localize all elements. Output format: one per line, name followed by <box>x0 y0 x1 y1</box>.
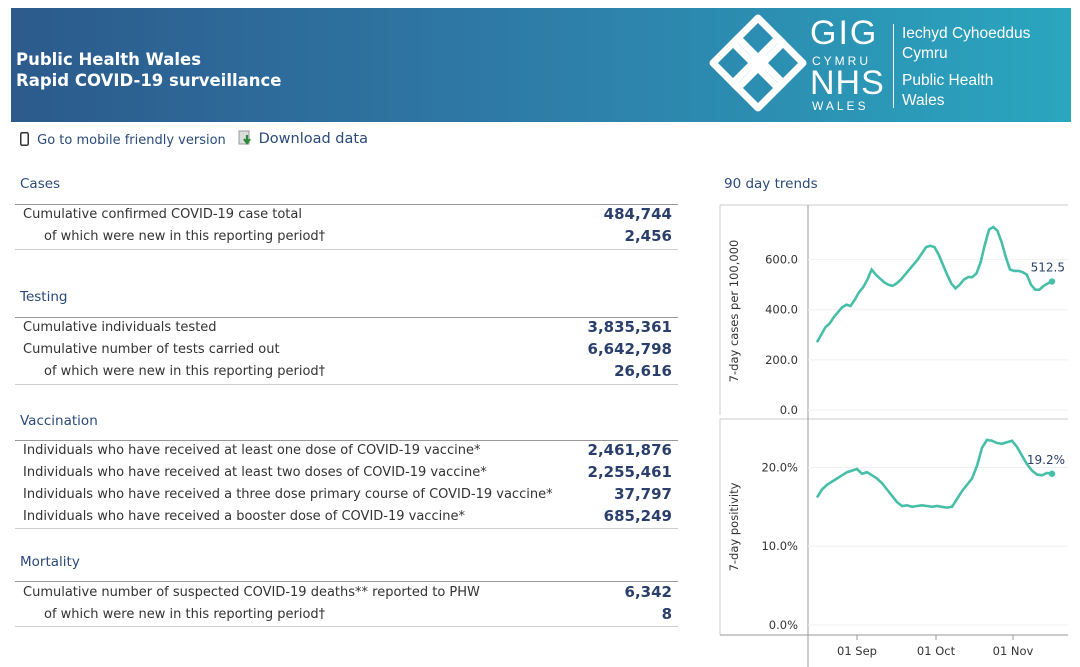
y-tick-label: 600.0 <box>765 253 798 267</box>
cases-rate-series-line <box>815 225 1053 343</box>
testing-new-value: 26,616 <box>614 362 672 380</box>
vaccine-booster-label: Individuals who have received a booster … <box>23 509 465 524</box>
vaccine-three-dose-value: 37,797 <box>614 485 672 503</box>
positivity-end-point <box>1048 470 1056 477</box>
positivity-series-line <box>815 438 1053 509</box>
testing-tests-value: 6,642,798 <box>587 340 672 358</box>
testing-individuals-value: 3,835,361 <box>587 318 672 336</box>
section-title-cases: Cases <box>20 176 61 192</box>
positivity-end-label: 19.2% <box>1027 453 1065 467</box>
org-name-english-2: Wales <box>902 92 945 109</box>
testing-new-label: of which were new in this reporting peri… <box>44 364 326 379</box>
header-banner <box>11 8 1071 122</box>
y-tick-label: 20.0% <box>761 460 798 474</box>
deaths-cumulative-value: 6,342 <box>624 583 672 601</box>
section-divider <box>15 317 678 318</box>
chart-title: 90 day trends <box>724 176 818 192</box>
y-tick-label: 400.0 <box>765 303 798 317</box>
logo-wales-text: WALES <box>812 99 869 113</box>
section-divider <box>15 204 678 205</box>
cases-new-value: 2,456 <box>624 227 672 245</box>
mobile-version-label: Go to mobile friendly version <box>37 133 226 148</box>
section-divider <box>15 528 678 529</box>
y-tick-label: 10.0% <box>761 539 798 553</box>
x-tick-label: 01 Nov <box>993 644 1034 658</box>
cases-rate-end-label: 512.5 <box>1031 261 1065 275</box>
section-divider <box>15 249 678 250</box>
vaccine-two-doses-value: 2,255,461 <box>587 463 672 481</box>
org-name-welsh-1: Iechyd Cyhoeddus <box>902 25 1031 42</box>
cases-new-label: of which were new in this reporting peri… <box>44 229 326 244</box>
phw-knot-logo-icon <box>709 14 807 112</box>
y-tick-label: 0.0% <box>769 618 798 632</box>
vaccine-one-dose-label: Individuals who have received at least o… <box>23 443 481 458</box>
logo-cymru-text: CYMRU <box>812 54 871 68</box>
x-tick-label: 01 Oct <box>917 644 956 658</box>
chart1-y-axis-label: 7-day cases per 100,000 <box>727 240 741 383</box>
testing-individuals-label: Cumulative individuals tested <box>23 320 217 335</box>
y-tick-label: 0.0 <box>780 403 798 417</box>
vaccine-three-dose-label: Individuals who have received a three do… <box>23 487 553 502</box>
x-tick-label: 01 Sep <box>837 644 877 658</box>
org-name-english-1: Public Health <box>902 72 994 89</box>
section-divider <box>15 626 678 627</box>
download-data-link[interactable]: Download data <box>238 130 368 147</box>
section-divider <box>15 440 678 441</box>
org-name-welsh-2: Cymru <box>902 45 948 62</box>
y-tick-label: 200.0 <box>765 353 798 367</box>
trend-charts: 7-day cases per 100,000 7-day positivity… <box>719 204 1068 667</box>
vaccine-one-dose-value: 2,461,876 <box>587 441 672 459</box>
download-data-label: Download data <box>258 131 368 147</box>
cases-cumulative-value: 484,744 <box>603 205 672 223</box>
section-divider <box>15 384 678 385</box>
chart2-y-axis-label: 7-day positivity <box>727 482 741 571</box>
download-icon <box>238 130 251 145</box>
logo-divider <box>893 24 894 108</box>
deaths-new-label: of which were new in this reporting peri… <box>44 607 326 622</box>
deaths-cumulative-label: Cumulative number of suspected COVID-19 … <box>23 585 480 600</box>
mobile-version-link[interactable]: Go to mobile friendly version <box>20 132 226 148</box>
page-subtitle: Rapid COVID-19 surveillance <box>16 71 282 90</box>
section-title-testing: Testing <box>20 289 68 305</box>
cases-cumulative-label: Cumulative confirmed COVID-19 case total <box>23 207 302 222</box>
phone-icon <box>20 132 29 146</box>
vaccine-two-doses-label: Individuals who have received at least t… <box>23 465 487 480</box>
vaccine-booster-value: 685,249 <box>603 507 672 525</box>
testing-tests-label: Cumulative number of tests carried out <box>23 342 280 357</box>
page-title: Public Health Wales <box>16 50 202 69</box>
section-divider <box>15 581 678 582</box>
logo-gig-text: GIG <box>810 14 879 52</box>
section-title-mortality: Mortality <box>20 554 80 570</box>
cases-rate-end-point <box>1048 278 1056 285</box>
logo-nhs-text: NHS <box>810 64 885 102</box>
section-title-vaccination: Vaccination <box>20 413 98 429</box>
deaths-new-value: 8 <box>661 605 672 623</box>
